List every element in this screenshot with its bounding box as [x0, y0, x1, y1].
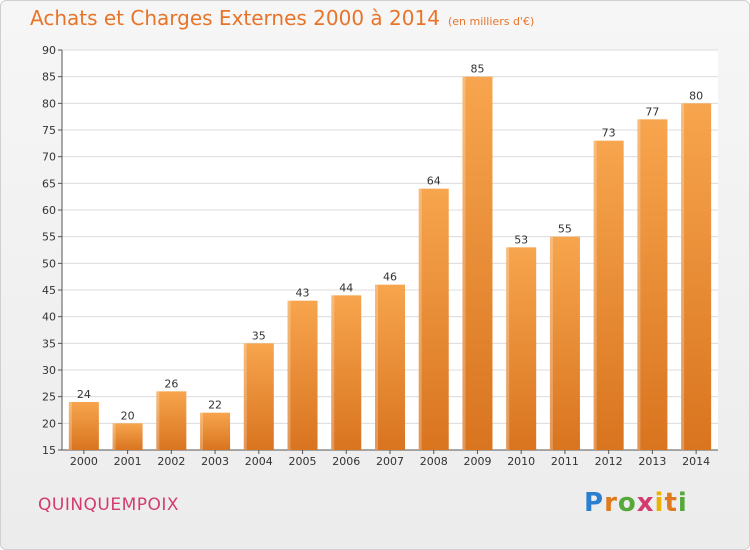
bar-2002 [156, 391, 187, 450]
bar-highlight [549, 236, 553, 450]
y-tick-label: 65 [42, 177, 56, 190]
bar-highlight [68, 402, 72, 450]
data-label-2007: 46 [383, 271, 397, 284]
y-tick-label: 40 [42, 311, 56, 324]
bar-2012 [593, 140, 624, 450]
bar-highlight [462, 76, 466, 451]
bar-2006 [331, 295, 362, 450]
y-tick-label: 20 [42, 417, 56, 430]
bar-2013 [637, 119, 668, 450]
y-tick-label: 60 [42, 204, 56, 217]
x-tick-label-2013: 2013 [638, 455, 666, 468]
bar-highlight [681, 103, 685, 450]
x-tick-label-2006: 2006 [332, 455, 360, 468]
x-tick-label-2010: 2010 [507, 455, 535, 468]
data-label-2008: 64 [427, 175, 441, 188]
y-tick-label: 25 [42, 391, 56, 404]
bar-2008 [418, 188, 449, 450]
bar-highlight [156, 391, 160, 450]
bar-2004 [243, 343, 274, 450]
bar-highlight [287, 300, 291, 450]
y-tick-label: 45 [42, 284, 56, 297]
chart-subtitle: (en milliers d'€) [447, 15, 535, 28]
x-tick-label-2004: 2004 [245, 455, 273, 468]
data-label-2009: 85 [470, 63, 484, 76]
y-tick-label: 50 [42, 257, 56, 270]
data-label-2014: 80 [689, 89, 703, 102]
bar-highlight [418, 188, 422, 450]
data-label-2004: 35 [252, 329, 266, 342]
bar-2009 [462, 76, 493, 451]
x-tick-label-2014: 2014 [682, 455, 710, 468]
bar-highlight [506, 247, 510, 450]
data-label-2001: 20 [121, 409, 135, 422]
data-label-2003: 22 [208, 399, 222, 412]
x-tick-label-2001: 2001 [114, 455, 142, 468]
chart-title-line: Achats et Charges Externes 2000 à 2014 (e… [30, 6, 534, 30]
bar-highlight [243, 343, 247, 450]
data-label-2000: 24 [77, 388, 91, 401]
y-tick-label: 75 [42, 124, 56, 137]
bar-highlight [331, 295, 335, 450]
y-tick-label: 70 [42, 151, 56, 164]
location-name: QUINQUEMPOIX [38, 495, 180, 515]
y-tick-label: 85 [42, 71, 56, 84]
data-label-2005: 43 [296, 287, 310, 300]
data-label-2013: 77 [645, 105, 659, 118]
bar-highlight [375, 284, 378, 450]
x-tick-label-2009: 2009 [463, 455, 491, 468]
x-tick-label-2007: 2007 [376, 455, 404, 468]
x-tick-label-2012: 2012 [595, 455, 623, 468]
data-label-2002: 26 [164, 377, 178, 390]
x-tick-label-2008: 2008 [420, 455, 448, 468]
x-tick-label-2003: 2003 [201, 455, 229, 468]
x-tick-label-2011: 2011 [551, 455, 579, 468]
bar-2007 [375, 284, 405, 450]
y-tick-label: 35 [42, 337, 56, 350]
bar-2000 [68, 402, 99, 450]
bar-2014 [681, 103, 712, 450]
bar-2001 [112, 423, 143, 450]
data-label-2012: 73 [602, 127, 616, 140]
chart-title: Achats et Charges Externes 2000 à 2014 [30, 6, 440, 30]
data-label-2010: 53 [514, 233, 528, 246]
bar-highlight [637, 119, 641, 450]
bar-highlight [112, 423, 116, 450]
bar-highlight [593, 140, 597, 450]
y-tick-label: 80 [42, 97, 56, 110]
x-tick-label-2000: 2000 [70, 455, 98, 468]
bar-2011 [549, 236, 580, 450]
y-tick-label: 30 [42, 364, 56, 377]
y-tick-label: 55 [42, 231, 56, 244]
x-tick-label-2002: 2002 [157, 455, 185, 468]
x-tick-label-2005: 2005 [289, 455, 317, 468]
data-label-2006: 44 [339, 281, 353, 294]
y-tick-label: 90 [42, 44, 56, 57]
bar-2003 [200, 412, 231, 450]
proxiti-logo: Proxiti [584, 488, 688, 518]
bar-2005 [287, 300, 318, 450]
bar-2010 [506, 247, 537, 450]
y-tick-label: 15 [42, 444, 56, 457]
bar-highlight [200, 412, 204, 450]
data-label-2011: 55 [558, 223, 572, 236]
